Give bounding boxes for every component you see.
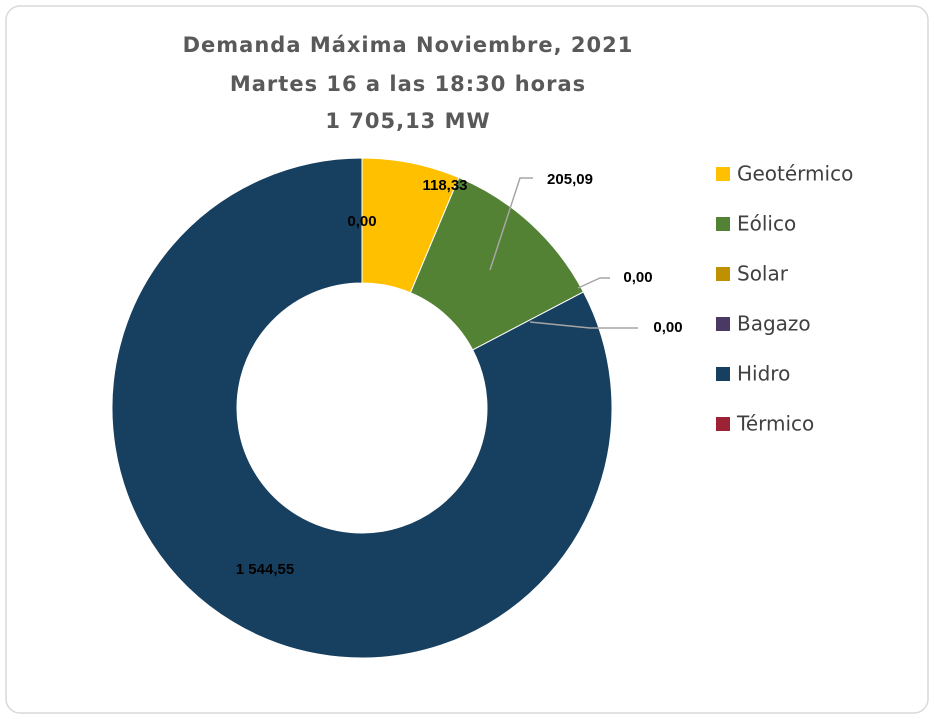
leader-line [489, 177, 533, 271]
legend-label: Hidro [737, 362, 790, 386]
data-label: 118,33 [422, 177, 467, 194]
data-label: 205,09 [547, 171, 593, 188]
legend-swatch [716, 217, 730, 231]
legend-swatch [716, 317, 730, 331]
legend-swatch [716, 167, 730, 181]
chart-total: 1 705,13 MW [325, 109, 490, 133]
donut-slice [111, 157, 613, 659]
legend-label: Geotérmico [737, 162, 853, 186]
chart-subtitle: Martes 16 a las 18:30 horas [230, 72, 586, 96]
legend-label: Térmico [736, 412, 814, 436]
legend-swatch [716, 367, 730, 381]
legend-label: Eólico [737, 212, 796, 236]
legend-label: Solar [737, 262, 789, 286]
data-label: 0,00 [623, 269, 652, 286]
leader-line [577, 277, 610, 289]
data-label: 0,00 [653, 319, 682, 336]
data-label: 0,00 [347, 213, 376, 230]
leader-line [529, 321, 638, 329]
legend-label: Bagazo [737, 312, 811, 336]
legend-swatch [716, 417, 730, 431]
legend-swatch [716, 267, 730, 281]
data-label: 1 544,55 [236, 561, 294, 578]
chart-title: Demanda Máxima Noviembre, 2021 [183, 33, 634, 57]
